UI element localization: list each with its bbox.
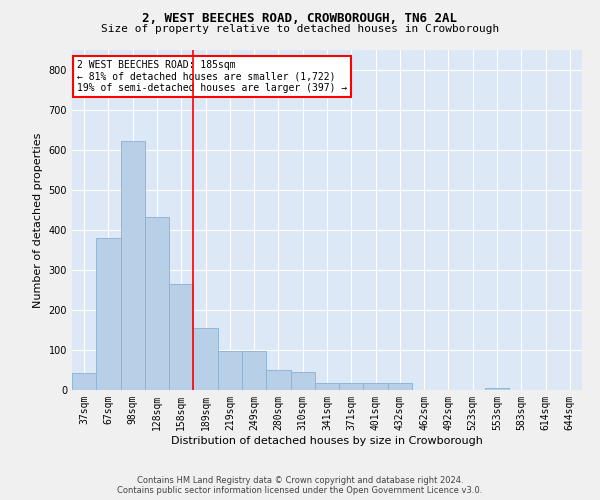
Bar xyxy=(72,373,96,390)
Text: Contains public sector information licensed under the Open Government Licence v3: Contains public sector information licen… xyxy=(118,486,482,495)
Y-axis label: Number of detached properties: Number of detached properties xyxy=(33,132,43,308)
Bar xyxy=(364,383,388,390)
Text: Contains HM Land Registry data © Crown copyright and database right 2024.: Contains HM Land Registry data © Crown c… xyxy=(137,476,463,485)
Bar xyxy=(266,370,290,390)
Bar xyxy=(218,351,242,390)
Bar xyxy=(315,383,339,390)
Text: Size of property relative to detached houses in Crowborough: Size of property relative to detached ho… xyxy=(101,24,499,34)
Bar xyxy=(290,372,315,390)
Bar xyxy=(169,284,193,390)
Bar xyxy=(485,388,509,390)
Bar xyxy=(96,238,121,390)
Bar xyxy=(193,328,218,390)
X-axis label: Distribution of detached houses by size in Crowborough: Distribution of detached houses by size … xyxy=(171,436,483,446)
Text: 2 WEST BEECHES ROAD: 185sqm
← 81% of detached houses are smaller (1,722)
19% of : 2 WEST BEECHES ROAD: 185sqm ← 81% of det… xyxy=(77,60,347,94)
Bar xyxy=(339,383,364,390)
Text: 2, WEST BEECHES ROAD, CROWBOROUGH, TN6 2AL: 2, WEST BEECHES ROAD, CROWBOROUGH, TN6 2… xyxy=(143,12,458,26)
Bar xyxy=(121,141,145,390)
Bar xyxy=(145,217,169,390)
Bar xyxy=(242,351,266,390)
Bar xyxy=(388,383,412,390)
